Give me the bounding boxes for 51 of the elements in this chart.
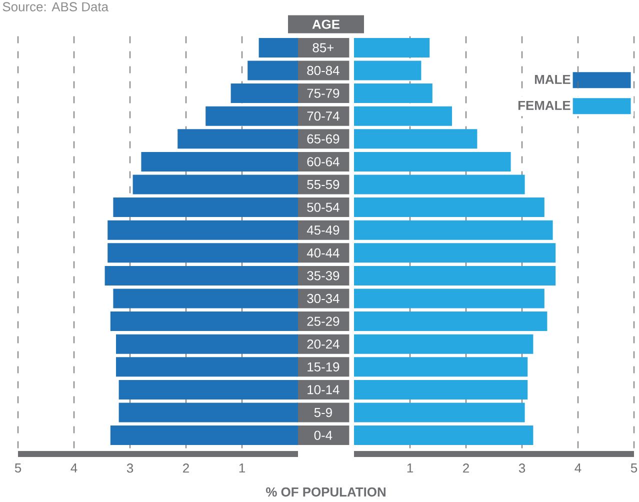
bar (354, 106, 452, 126)
x-tick-label: 1 (239, 464, 245, 472)
y-tick-label: 55-59 (307, 180, 340, 190)
x-tick-label: 4 (574, 464, 582, 472)
y-tick-label: 15-19 (308, 362, 340, 372)
bar (354, 357, 528, 377)
bar (354, 288, 544, 308)
legend-label: FEMALE (518, 100, 570, 110)
y-tick-label: 45-49 (306, 226, 340, 235)
bar (354, 198, 544, 218)
x-tick-label: 3 (126, 464, 134, 473)
bar (354, 243, 556, 263)
y-tick-label: 40-44 (306, 248, 340, 258)
x-tick-label: 5 (14, 464, 22, 473)
bar (354, 60, 422, 80)
bar (354, 129, 478, 149)
y-tick-label: 60-64 (307, 157, 340, 166)
bar (354, 174, 525, 194)
bar (354, 312, 548, 332)
x-tick-label: 1 (407, 464, 413, 472)
x-tick-label: 4 (70, 464, 78, 472)
y-tick-label: 5-9 (314, 408, 332, 418)
x-tick-label: 2 (183, 464, 189, 473)
bar (354, 220, 553, 240)
y-tick-label: 65-69 (307, 134, 340, 144)
source-note: Source: ABS Data (2, 2, 108, 12)
x-tick-label: 3 (518, 464, 526, 473)
bar (354, 266, 556, 286)
bar (354, 152, 511, 172)
y-tick-label: 50-54 (307, 202, 340, 212)
bar (354, 84, 432, 104)
bar (354, 334, 534, 354)
y-tick-label: 30-34 (307, 294, 340, 304)
y-tick-label: 10-14 (308, 385, 340, 394)
y-tick-label: 35-39 (307, 271, 340, 280)
y-axis-title: AGE (312, 20, 340, 29)
y-tick-label: 75-79 (307, 88, 340, 98)
bar (354, 426, 534, 446)
legend-label: MALE (534, 74, 570, 84)
x-axis-title: % OF POPULATION (266, 487, 386, 497)
y-tick-label: 85+ (312, 43, 334, 52)
y-tick-label: 25-29 (307, 316, 340, 326)
x-tick-label: 2 (463, 464, 469, 473)
y-tick-label: 20-24 (307, 340, 340, 349)
bar (354, 380, 528, 400)
x-tick-label: 5 (630, 464, 638, 473)
bar (354, 402, 525, 422)
y-tick-label: 80-84 (307, 66, 340, 76)
y-tick-label: 70-74 (307, 112, 340, 121)
y-tick-label: 0-4 (314, 430, 332, 440)
bar (354, 38, 430, 58)
